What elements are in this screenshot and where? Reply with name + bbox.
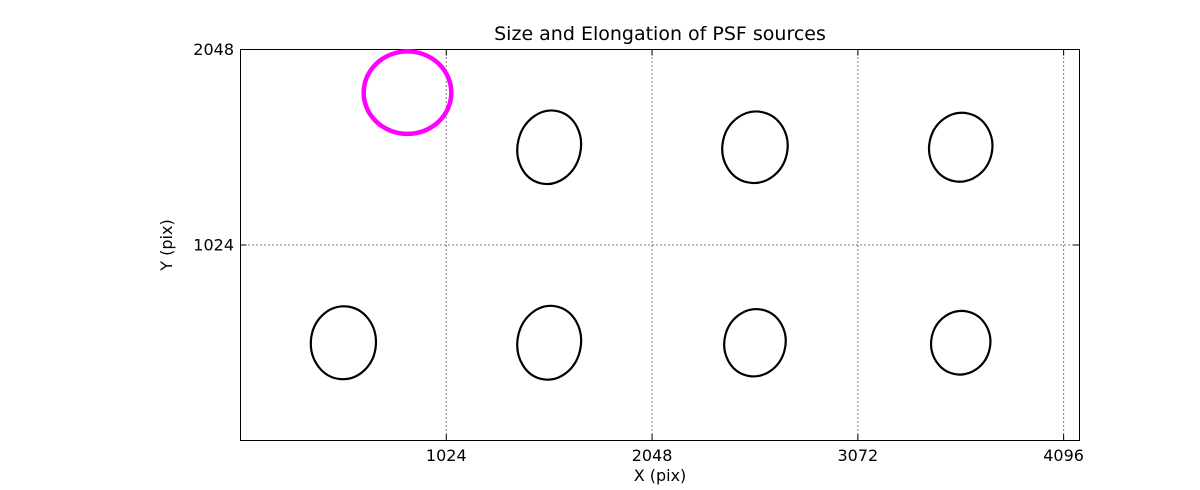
x-tick-label: 2048: [632, 446, 673, 465]
x-tick-label: 3072: [837, 446, 878, 465]
psf-source-ellipse: [721, 110, 789, 185]
x-axis-label: X (pix): [634, 466, 687, 485]
psf-source-ellipse: [929, 309, 992, 376]
psf-source-ellipse: [516, 109, 583, 186]
y-tick-label: 2048: [193, 40, 234, 59]
x-tick-label: 1024: [426, 446, 467, 465]
x-tick-label: 4096: [1043, 446, 1084, 465]
psf-source-ellipses: [309, 49, 994, 381]
tick-labels: 1024 2048 3072 4096 1024 2048: [193, 40, 1084, 465]
psf-source-highlighted: [361, 49, 454, 137]
psf-source-ellipse: [516, 304, 583, 381]
y-axis-label: Y (pix): [157, 219, 176, 271]
psf-source-ellipse: [927, 111, 994, 183]
plot-title: Size and Elongation of PSF sources: [494, 23, 826, 45]
psf-source-ellipse: [309, 305, 378, 381]
psf-source-ellipse: [723, 308, 787, 378]
tick-marks: [240, 49, 1080, 441]
y-tick-label: 1024: [193, 236, 234, 255]
